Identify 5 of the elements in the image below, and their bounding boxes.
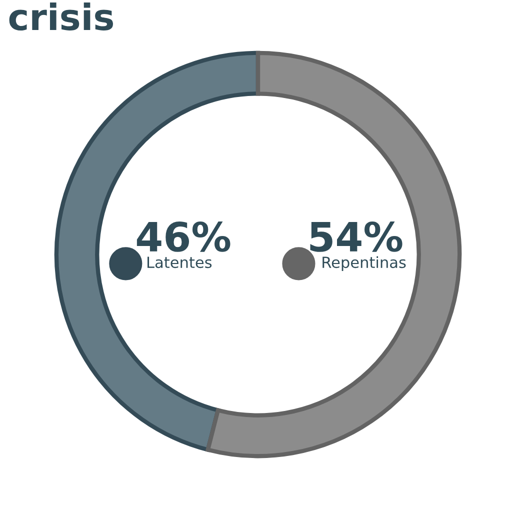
data-label: 54% xyxy=(310,221,402,252)
chart-title: crisis xyxy=(9,2,113,30)
slice-label: Latentes xyxy=(148,256,212,268)
data-label: 46% xyxy=(136,221,230,252)
slice-label: Repentinas xyxy=(322,256,406,272)
